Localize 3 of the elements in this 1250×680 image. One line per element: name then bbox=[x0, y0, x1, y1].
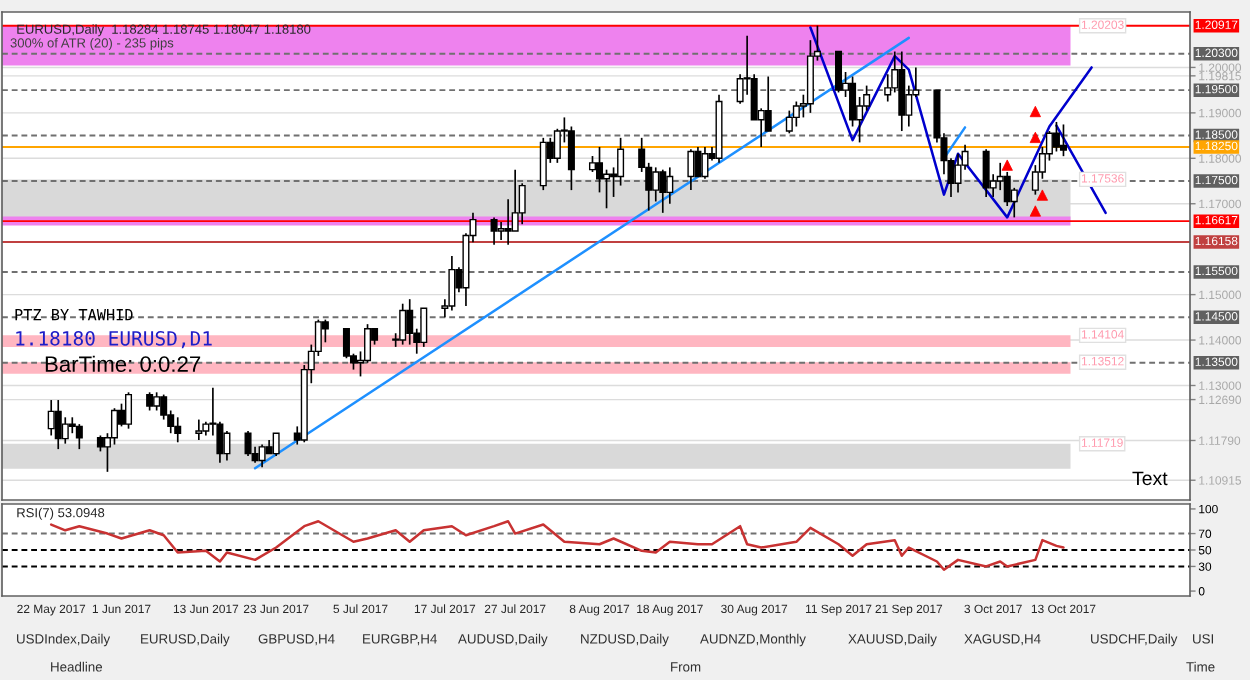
annotation: Text bbox=[1132, 471, 1168, 486]
annotation: BarTime: 0:0:27 bbox=[45, 355, 201, 372]
annotation: 1.18180 EURUSD,D1 bbox=[16, 330, 212, 349]
